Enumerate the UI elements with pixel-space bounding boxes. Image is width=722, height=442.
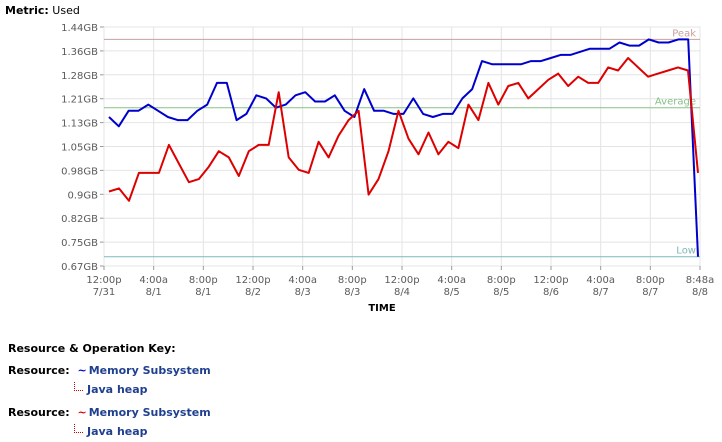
metric-label: Metric: <box>5 4 49 17</box>
operation-link-2[interactable]: Java heap <box>87 425 148 438</box>
x-tick-time: 4:00a <box>139 275 168 286</box>
y-tick-label: 0.75GB <box>61 238 98 249</box>
x-tick-date: 8/3 <box>295 287 311 298</box>
x-tick-date: 8/7 <box>642 287 658 298</box>
y-tick-label: 1.44GB <box>61 23 98 34</box>
operation-link-1[interactable]: Java heap <box>87 383 148 396</box>
y-tick-label: 1.05GB <box>61 143 98 154</box>
y-tick-label: 1.13GB <box>61 119 98 130</box>
x-tick-date: 8/4 <box>394 287 410 298</box>
chart-series <box>108 38 699 257</box>
x-tick-date: 8/1 <box>195 287 211 298</box>
x-tick-time: 12:00p <box>384 275 419 286</box>
x-tick-time: 8:00p <box>189 275 218 286</box>
x-tick-date: 8/8 <box>692 287 708 298</box>
resource-label: Resource: <box>8 364 70 377</box>
x-tick-date: 8/1 <box>146 287 162 298</box>
x-tick-time: 4:00a <box>586 275 615 286</box>
x-tick-time: 12:00p <box>235 275 270 286</box>
chart-grid <box>100 26 701 270</box>
series-line-2 <box>108 57 699 202</box>
resource-row-1: Resource: ~ Memory Subsystem <box>8 364 211 377</box>
x-tick-date: 8/5 <box>493 287 509 298</box>
y-axis-ticks: 1.44GB 1.36GB 1.28GB 1.21GB 1.13GB 1.05GB 0.98… <box>61 23 98 273</box>
x-tick-time: 8:00p <box>487 275 516 286</box>
x-tick-time: 4:00a <box>288 275 317 286</box>
x-axis-ticks: 12:00p7/314:00a8/18:00p8/112:00p8/24:00a… <box>86 275 714 298</box>
x-tick-time: 8:48a <box>686 275 715 286</box>
reference-label-low: Low <box>676 246 696 257</box>
x-axis-title: TIME <box>368 303 395 314</box>
tree-elbow-icon <box>74 424 83 433</box>
y-tick-label: 1.21GB <box>61 95 98 106</box>
operation-row-1: Java heap <box>74 382 148 396</box>
y-tick-label: 0.9GB <box>67 190 98 201</box>
series-line-1 <box>108 38 699 257</box>
x-tick-time: 4:00a <box>437 275 466 286</box>
series-color-swatch-1: ~ <box>77 364 87 377</box>
x-tick-time: 8:00p <box>636 275 665 286</box>
x-tick-time: 8:00p <box>338 275 367 286</box>
x-tick-date: 8/3 <box>344 287 360 298</box>
y-tick-label: 1.36GB <box>61 47 98 58</box>
x-tick-date: 8/7 <box>593 287 609 298</box>
x-tick-time: 12:00p <box>86 275 121 286</box>
x-tick-date: 8/2 <box>245 287 261 298</box>
x-tick-time: 12:00p <box>533 275 568 286</box>
series-color-swatch-2: ~ <box>77 406 87 419</box>
y-tick-label: 1.28GB <box>61 71 98 82</box>
reference-label-average: Average <box>655 97 696 108</box>
x-tick-date: 7/31 <box>93 287 115 298</box>
tree-elbow-icon <box>74 382 83 391</box>
resource-link-1[interactable]: Memory Subsystem <box>88 364 211 377</box>
x-tick-date: 8/6 <box>543 287 559 298</box>
resource-link-2[interactable]: Memory Subsystem <box>88 406 211 419</box>
resource-row-2: Resource: ~ Memory Subsystem <box>8 406 211 419</box>
operation-row-2: Java heap <box>74 424 148 438</box>
x-tick-date: 8/5 <box>444 287 460 298</box>
resource-label: Resource: <box>8 406 70 419</box>
metric-header: Metric: Used <box>5 4 80 17</box>
reference-label-peak: Peak <box>672 28 696 39</box>
metric-value: Used <box>52 4 80 17</box>
y-tick-label: 0.98GB <box>61 166 98 177</box>
y-tick-label: 0.67GB <box>61 262 98 273</box>
y-tick-label: 0.82GB <box>61 214 98 225</box>
key-title: Resource & Operation Key: <box>8 342 176 355</box>
